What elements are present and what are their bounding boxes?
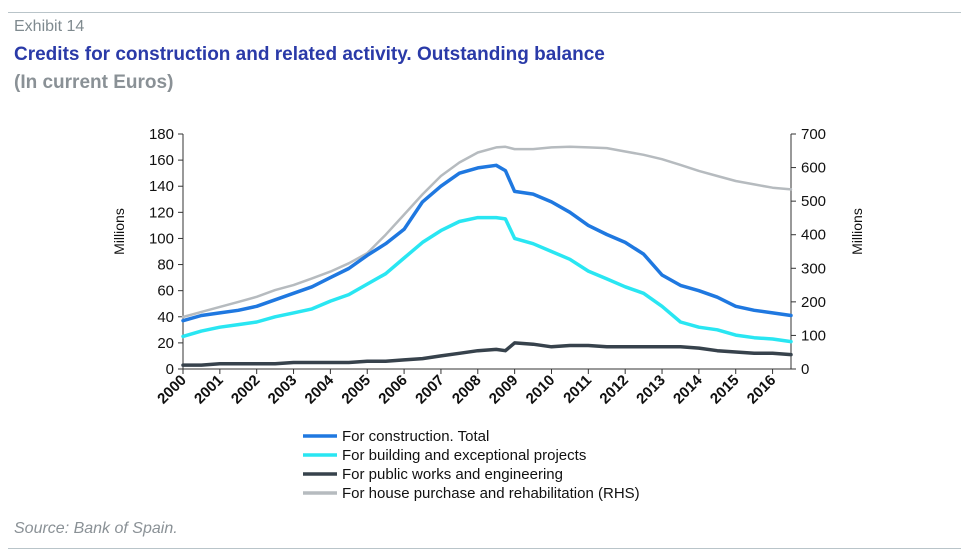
chart-subtitle: (In current Euros) xyxy=(14,72,174,93)
top-rule xyxy=(8,12,961,13)
series-line-3 xyxy=(181,145,793,319)
left-tick-label: 20 xyxy=(157,335,174,352)
x-tick-label: 2004 xyxy=(302,371,338,407)
x-tick-label: 2011 xyxy=(560,372,595,407)
legend-label-0: For construction. Total xyxy=(342,428,489,445)
x-tick-label: 2013 xyxy=(633,372,669,408)
chart-canvas: 0 20 40 60 80 100 120 140 160 180 0 100 200 300 400 500… xyxy=(111,126,865,502)
legend: For construction. Total For building and … xyxy=(303,428,640,502)
left-tick-label: 60 xyxy=(157,283,174,300)
x-tick-label: 2000 xyxy=(154,372,190,408)
left-tick-label: 80 xyxy=(157,257,174,274)
right-tick-label: 300 xyxy=(801,260,826,277)
x-tick-label: 2006 xyxy=(375,372,411,408)
x-tick-label: 2007 xyxy=(412,372,448,408)
series-lines xyxy=(181,145,793,367)
x-tick-label: 2002 xyxy=(228,372,264,408)
x-tick-label: 2008 xyxy=(449,372,485,408)
left-tick-label: 180 xyxy=(149,126,174,143)
legend-label-2: For public works and engineering xyxy=(342,466,563,483)
right-tick-label: 500 xyxy=(801,193,826,210)
legend-label-1: For building and exceptional projects xyxy=(342,447,586,464)
x-tick-label: 2010 xyxy=(523,372,559,408)
right-tick-label: 400 xyxy=(801,227,826,244)
right-tick-label: 200 xyxy=(801,294,826,311)
source-note: Source: Bank of Spain. xyxy=(14,520,178,537)
left-tick-label: 140 xyxy=(149,178,174,195)
x-tick-label: 2014 xyxy=(670,371,706,407)
x-tick-label: 2003 xyxy=(265,372,301,408)
left-tick-label: 100 xyxy=(149,230,174,247)
series-line-2 xyxy=(181,341,793,367)
x-tick-label: 2016 xyxy=(744,372,780,408)
series-line-1 xyxy=(181,215,793,344)
right-tick-label: 0 xyxy=(801,361,809,378)
right-tick-label: 600 xyxy=(801,160,826,177)
chart-title: Credits for construction and related act… xyxy=(14,44,605,65)
x-tick-label: 2009 xyxy=(486,372,522,408)
right-axis-title: Millions xyxy=(849,208,865,255)
x-tick-label: 2001 xyxy=(191,372,227,408)
left-axis-title: Millions xyxy=(111,208,127,255)
left-tick-label: 160 xyxy=(149,152,174,169)
x-tick-label: 2012 xyxy=(596,372,632,408)
right-tick-label: 100 xyxy=(801,327,826,344)
left-tick-label: 0 xyxy=(166,361,174,378)
bottom-rule xyxy=(8,548,961,549)
left-tick-label: 40 xyxy=(157,309,174,326)
series-line-0 xyxy=(181,163,793,323)
x-tick-label: 2005 xyxy=(338,372,374,408)
left-tick-label: 120 xyxy=(149,204,174,221)
x-tick-label: 2015 xyxy=(707,372,743,408)
right-tick-label: 700 xyxy=(801,126,826,143)
exhibit-label: Exhibit 14 xyxy=(14,18,85,35)
legend-label-3: For house purchase and rehabilitation (R… xyxy=(342,485,640,502)
